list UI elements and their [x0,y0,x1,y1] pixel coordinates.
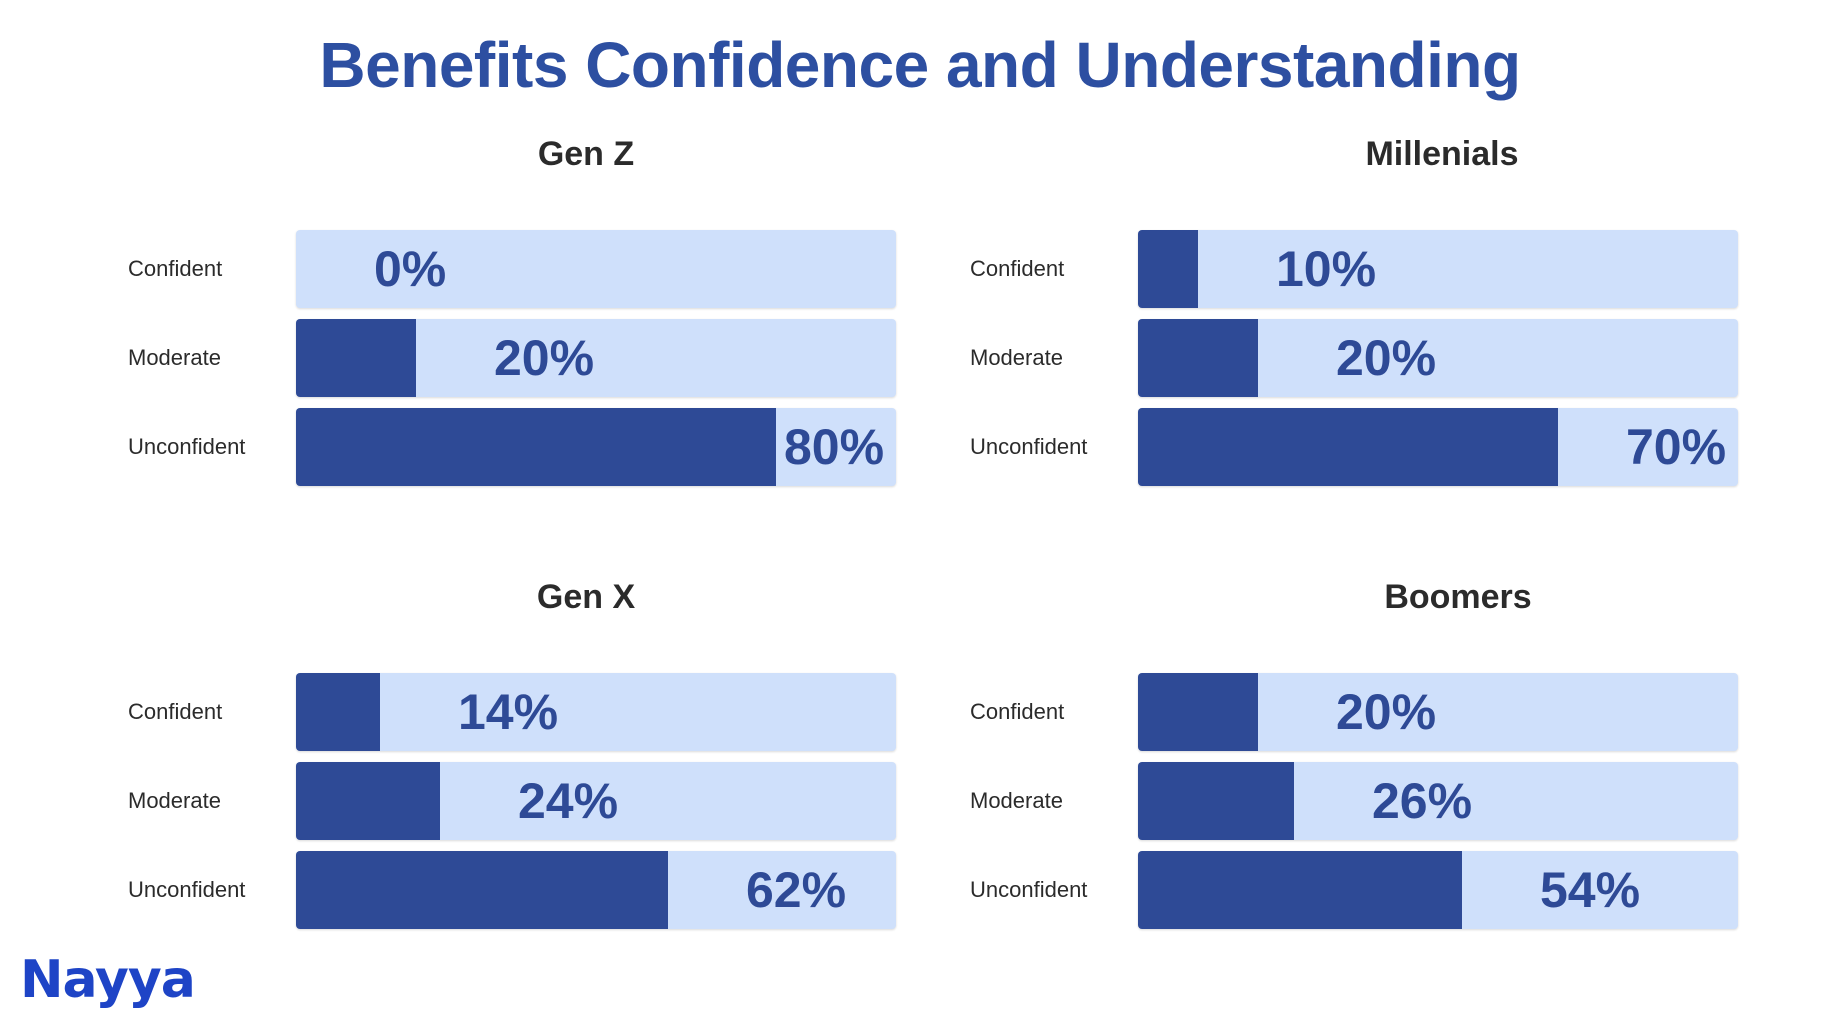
data-label: 20% [1336,684,1437,740]
bar-track: 14% [296,673,896,751]
data-label: 10% [1276,241,1377,297]
chart-panel: Boomers Confident 20% Moderate 26% Unconfiden… [970,578,1830,929]
data-label: 14% [458,684,559,740]
bar [1138,762,1294,840]
category-label: Unconfident [970,877,1088,902]
category-label: Moderate [128,345,221,370]
bar [1138,319,1258,397]
data-label: 70% [1626,419,1727,475]
data-label: 80% [784,419,885,475]
bar-track: 26% [1138,762,1738,840]
bar [296,408,776,486]
chart-title: Boomers [1384,578,1532,616]
bar-row: Moderate 20% [970,319,1830,397]
bar [296,319,416,397]
bar-row: Confident 14% [128,673,988,751]
category-label: Unconfident [128,434,246,459]
data-label: 20% [494,330,595,386]
page-title: Benefits Confidence and Understanding [319,29,1521,101]
bar-track: 70% [1138,408,1738,486]
nayya-logo: Nayya [20,950,196,1010]
data-label: 0% [374,241,447,297]
bar-row: Confident 0% [128,230,988,308]
bar-track: 20% [296,319,896,397]
chart-panel: Millenials Confident 10% Moderate 20% Unconfi… [970,135,1830,486]
bar [1138,230,1198,308]
data-label: 20% [1336,330,1437,386]
bar-track: 20% [1138,319,1738,397]
bar-track: 54% [1138,851,1738,929]
category-label: Moderate [970,345,1063,370]
category-label: Unconfident [970,434,1088,459]
chart-title: Gen Z [537,135,635,173]
category-label: Moderate [128,788,221,813]
bar-track: 24% [296,762,896,840]
bar [1138,408,1558,486]
data-label: 54% [1540,862,1641,918]
bar-row: Unconfident 70% [970,408,1830,486]
bar-row: Moderate 24% [128,762,988,840]
bar-track: 62% [296,851,896,929]
bar [1138,673,1258,751]
bar [1138,851,1462,929]
bar [296,673,380,751]
bar-row: Unconfident 62% [128,851,988,929]
category-label: Moderate [970,788,1063,813]
bar-track: 0% [296,230,896,308]
chart-panel: Gen X Confident 14% Moderate 24% Unconfident 6… [128,578,988,929]
bar-track: 80% [296,408,896,486]
chart-title: Gen X [536,578,636,616]
category-label: Confident [970,256,1065,281]
bar-track: 20% [1138,673,1738,751]
data-label: 26% [1372,773,1473,829]
bar [296,851,668,929]
category-label: Confident [128,699,223,724]
bar-row: Unconfident 54% [970,851,1830,929]
bar-row: Unconfident 80% [128,408,988,486]
chart-panel: Gen Z Confident 0% Moderate 20% Unconfident 80… [128,135,988,486]
bar [296,762,440,840]
chart-title: Millenials [1365,135,1519,173]
category-label: Confident [128,256,223,281]
bar-row: Moderate 26% [970,762,1830,840]
category-label: Confident [970,699,1065,724]
bar-row: Confident 10% [970,230,1830,308]
data-label: 24% [518,773,619,829]
category-label: Unconfident [128,877,246,902]
bar-row: Confident 20% [970,673,1830,751]
bar-row: Moderate 20% [128,319,988,397]
data-label: 62% [746,862,847,918]
bar-track: 10% [1138,230,1738,308]
